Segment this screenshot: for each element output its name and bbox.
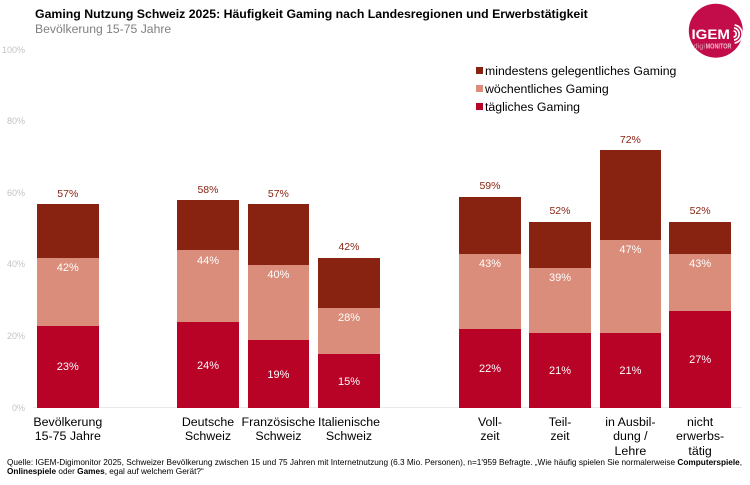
svg-text:MONITOR: MONITOR [706, 43, 732, 50]
svg-text:IGEM: IGEM [692, 26, 730, 42]
svg-text:digi: digi [694, 43, 706, 50]
